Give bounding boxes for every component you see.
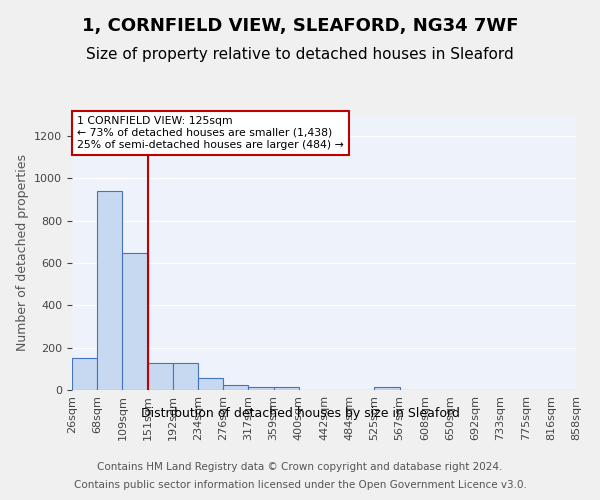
Bar: [248, 388, 274, 390]
Bar: [274, 388, 299, 390]
Text: Size of property relative to detached houses in Sleaford: Size of property relative to detached ho…: [86, 48, 514, 62]
Bar: [198, 378, 223, 390]
Text: Distribution of detached houses by size in Sleaford: Distribution of detached houses by size …: [140, 406, 460, 420]
Bar: [122, 252, 148, 390]
Text: Contains HM Land Registry data © Crown copyright and database right 2024.: Contains HM Land Registry data © Crown c…: [97, 462, 503, 472]
Text: 1, CORNFIELD VIEW, SLEAFORD, NG34 7WF: 1, CORNFIELD VIEW, SLEAFORD, NG34 7WF: [82, 18, 518, 36]
Bar: [72, 358, 97, 390]
Bar: [223, 384, 248, 390]
Y-axis label: Number of detached properties: Number of detached properties: [16, 154, 29, 351]
Bar: [97, 191, 122, 390]
Text: 1 CORNFIELD VIEW: 125sqm
← 73% of detached houses are smaller (1,438)
25% of sem: 1 CORNFIELD VIEW: 125sqm ← 73% of detach…: [77, 116, 344, 150]
Bar: [173, 362, 198, 390]
Bar: [148, 362, 173, 390]
Bar: [374, 388, 400, 390]
Text: Contains public sector information licensed under the Open Government Licence v3: Contains public sector information licen…: [74, 480, 526, 490]
